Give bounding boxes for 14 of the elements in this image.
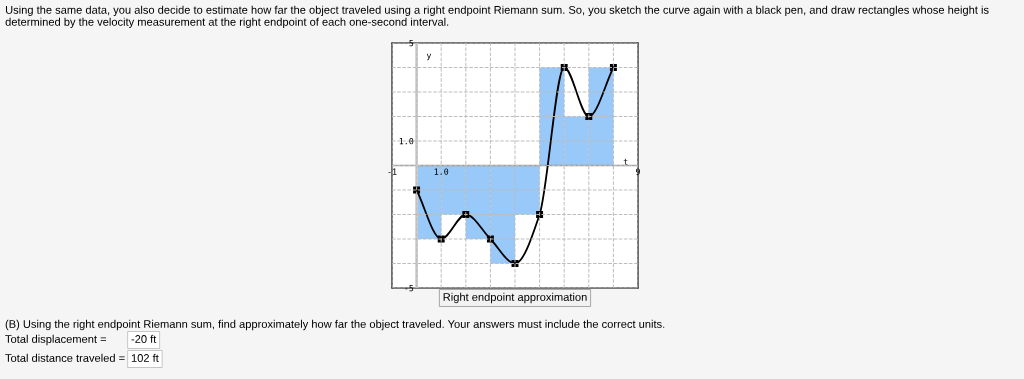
text: Total distance traveled = (5, 353, 125, 362)
x-tick-label: 1.0 (434, 168, 449, 175)
text: 102 ft (131, 353, 159, 362)
chart-title: Using the same data, you also decide to estimate how far the object traveled using a right endpoint Riemann sum. So, you sketch the curve again with a black pen, and draw rectangles whose height is determined by the velocity measurement at the right endpoint of each one-second interval. (5, 5, 989, 29)
text: -20 ft (131, 334, 157, 343)
y-tick-label: 1.0 (399, 138, 414, 145)
x-tick-label: 9 (636, 168, 640, 175)
x-axis-title: t (623, 158, 628, 165)
y-axis-title: y (426, 53, 432, 61)
text: (B) Using the right endpoint Riemann sum, find approximately how far the object traveled. Your answers must include the correct units. (5, 319, 665, 331)
y-tick-label: 5 (409, 40, 414, 47)
text: Right endpoint approximation (443, 292, 587, 304)
text: Total displacement = (5, 334, 107, 346)
y-tick-label: -5 (405, 285, 414, 292)
